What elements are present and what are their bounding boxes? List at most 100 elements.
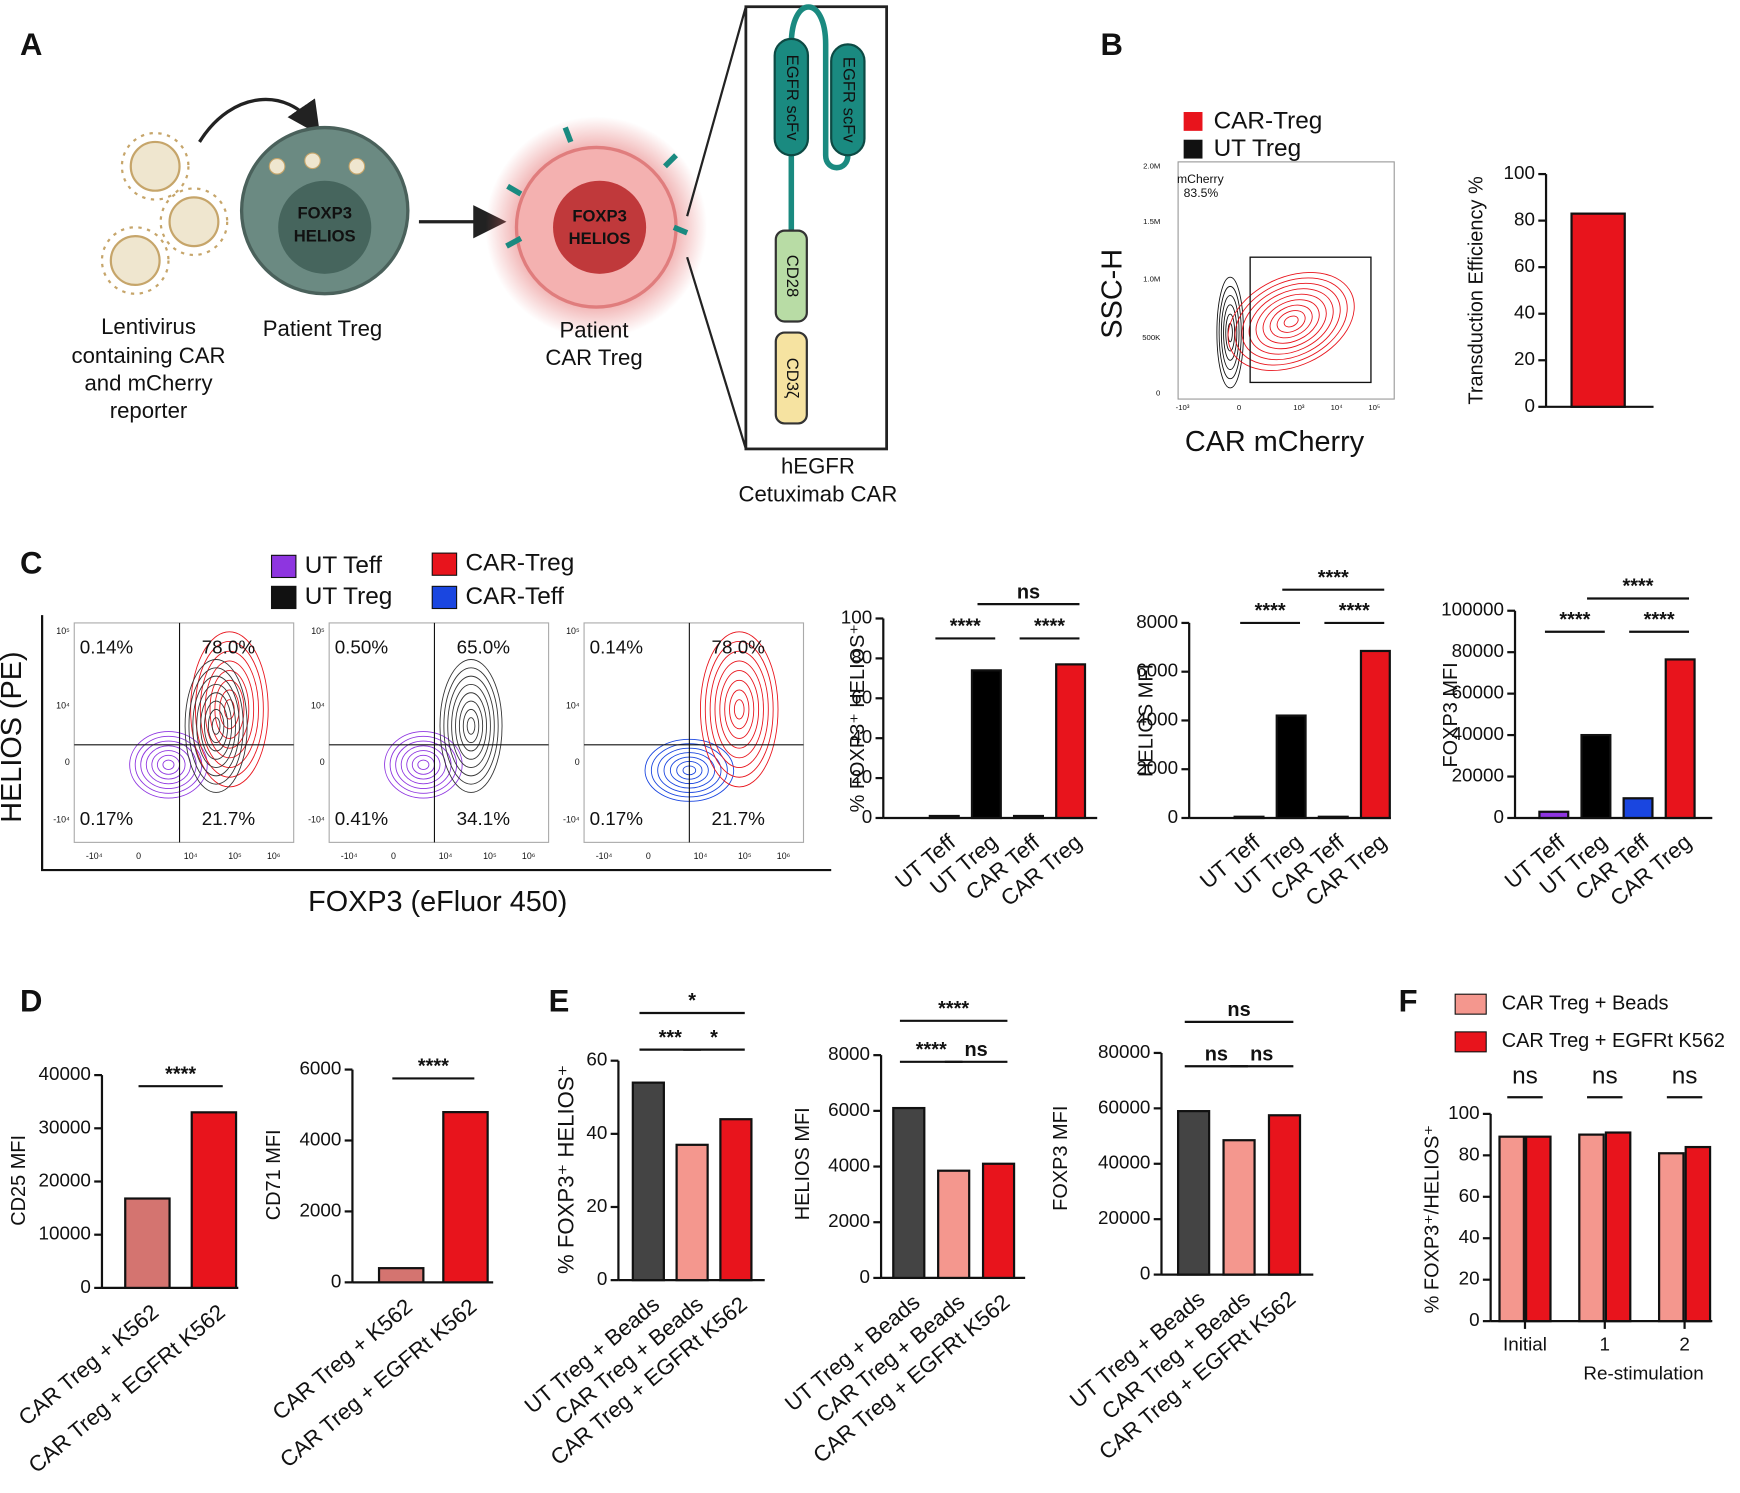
plot-frame xyxy=(1177,161,1395,400)
y-tick-label: 0 xyxy=(331,1270,341,1291)
panel-label: E xyxy=(549,983,570,1018)
y-tick-label: 60000 xyxy=(1452,682,1504,703)
y-tick-label: 40 xyxy=(851,726,872,747)
diagram-label: Patient Treg xyxy=(263,316,382,341)
panel-label: C xyxy=(20,545,42,580)
domain-label: EGFR scFv xyxy=(839,57,858,144)
panel-label: A xyxy=(20,27,42,62)
tick-label: -10³ xyxy=(1176,403,1190,412)
y-tick-label: 10000 xyxy=(39,1223,91,1244)
y-tick-label: 60 xyxy=(1459,1185,1480,1206)
y-axis-label: FOXP3 MFI xyxy=(1440,662,1462,767)
gate-name: mCherry xyxy=(1177,172,1225,186)
y-axis-label: % FOXP3⁺/HELIOS⁺ xyxy=(1421,1125,1443,1313)
tick-label: 10⁵ xyxy=(738,851,752,861)
tick-label: 0 xyxy=(136,851,141,861)
y-axis-label: FOXP3 MFI xyxy=(1050,1106,1072,1211)
significance-label: ns xyxy=(1592,1063,1618,1090)
quadrant-percent: 34.1% xyxy=(457,808,511,829)
y-tick-label: 20 xyxy=(1514,348,1535,369)
tick-label: 0 xyxy=(1237,403,1241,412)
nucleus-label: FOXP3 xyxy=(297,203,351,222)
tick-label: 10⁵ xyxy=(56,626,70,636)
contour xyxy=(466,717,476,735)
tick-label: 10⁴ xyxy=(566,700,580,710)
bar xyxy=(719,1118,753,1282)
bar xyxy=(1359,649,1391,820)
tick-label: 10⁴ xyxy=(184,851,198,861)
legend-swatch xyxy=(431,585,458,610)
bar xyxy=(377,1267,425,1284)
y-tick-label: 40 xyxy=(586,1122,607,1143)
contour xyxy=(204,700,229,752)
contour xyxy=(400,745,446,785)
significance-label: **** xyxy=(938,998,969,1020)
y-axis-label: Transduction Efficiency % xyxy=(1466,176,1488,405)
y-tick-label: 40000 xyxy=(1452,723,1504,744)
quadrant-percent: 78.0% xyxy=(202,636,256,657)
x-tick-label: Initial xyxy=(1503,1334,1547,1355)
y-tick-label: 0 xyxy=(1524,395,1534,416)
contour xyxy=(190,631,269,788)
significance-label: ns xyxy=(1250,1043,1273,1065)
contour xyxy=(145,745,192,785)
quadrant-percent: 0.17% xyxy=(80,808,134,829)
y-tick-label: 20000 xyxy=(1452,765,1504,786)
tick-label: 10⁵ xyxy=(483,851,497,861)
contour xyxy=(462,708,480,744)
bar xyxy=(190,1111,238,1290)
significance-label: **** xyxy=(1644,609,1675,631)
tick-label: 10⁴ xyxy=(56,700,70,710)
contour xyxy=(151,750,186,780)
diagram-label: Cetuximab CAR xyxy=(738,481,897,506)
y-tick-label: 0 xyxy=(860,1266,870,1287)
contour xyxy=(455,692,487,760)
domain-label: CD3ζ xyxy=(783,358,802,399)
significance-label: **** xyxy=(418,1056,449,1078)
y-axis-label: CD71 MFI xyxy=(263,1129,285,1220)
contour xyxy=(714,660,764,759)
contour xyxy=(162,759,175,770)
contour xyxy=(196,683,236,769)
contour xyxy=(1220,295,1240,370)
y-tick-label: 40000 xyxy=(1098,1152,1150,1173)
contour xyxy=(406,750,441,780)
bar xyxy=(1498,1135,1525,1323)
bar xyxy=(970,669,1002,820)
y-tick-label: 6000 xyxy=(299,1058,341,1079)
y-tick-label: 20 xyxy=(1459,1268,1480,1289)
contour xyxy=(733,699,745,720)
y-tick-label: 80 xyxy=(1514,209,1535,230)
axis-label: CAR mCherry xyxy=(1185,426,1365,458)
contour xyxy=(204,660,255,759)
quadrant-percent: 0.14% xyxy=(80,636,134,657)
bar xyxy=(124,1197,171,1290)
legend-swatch xyxy=(1183,112,1203,131)
contour xyxy=(451,683,491,769)
y-tick-label: 2000 xyxy=(828,1210,870,1231)
significance-label: * xyxy=(688,990,696,1012)
legend-label: UT Teff xyxy=(305,552,382,579)
contour xyxy=(395,740,452,789)
significance-label: **** xyxy=(950,616,981,638)
diagram-label: reporter xyxy=(110,398,188,423)
y-tick-label: 100 xyxy=(1504,162,1535,183)
quadrant-percent: 0.14% xyxy=(590,636,644,657)
y-tick-label: 80 xyxy=(851,646,872,667)
axis-frame xyxy=(41,615,832,872)
diagram-label: Patient xyxy=(560,317,629,342)
contour xyxy=(211,717,221,735)
legend-swatch xyxy=(270,554,297,579)
contour xyxy=(1255,293,1327,350)
legend-label: CAR-Teff xyxy=(465,583,564,610)
nucleus-label: FOXP3 xyxy=(572,207,626,226)
y-tick-label: 20000 xyxy=(1098,1207,1150,1228)
contour xyxy=(1276,310,1306,333)
contour xyxy=(1269,304,1313,339)
tick-label: 10⁵ xyxy=(566,626,580,636)
significance-label: ns xyxy=(1227,999,1250,1021)
significance-label: **** xyxy=(1255,600,1286,622)
gate-percent: 83.5% xyxy=(1184,186,1219,200)
axis-label: SSC-H xyxy=(1096,249,1128,339)
